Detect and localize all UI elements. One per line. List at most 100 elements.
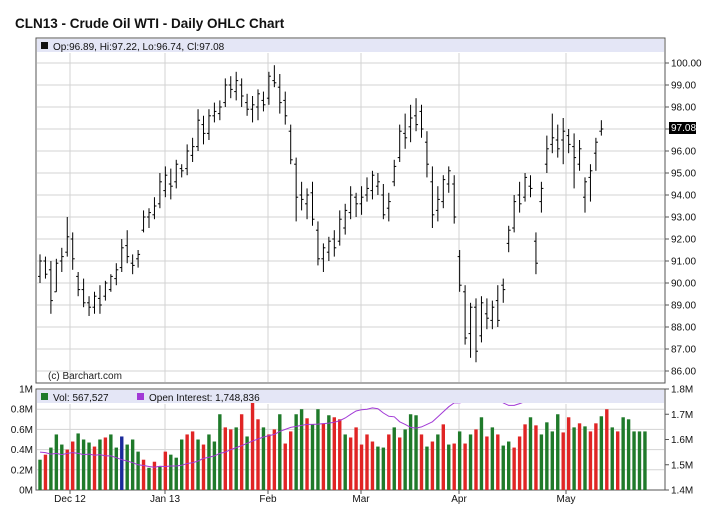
x-tick-label: Jan 13 xyxy=(150,494,180,505)
ohlc-bar xyxy=(397,124,402,162)
ohlc-bar xyxy=(119,239,124,272)
ohlc-bar xyxy=(283,91,288,125)
ohlc-bar xyxy=(375,173,380,195)
volume-bar xyxy=(190,431,195,490)
oi-tick-label: 1.8M xyxy=(671,385,693,396)
ohlc-bar xyxy=(424,131,429,178)
oi-tick-label: 1.4M xyxy=(671,486,693,497)
ohlc-bar xyxy=(359,186,364,215)
x-tick-label: Feb xyxy=(259,494,277,505)
volume-bar xyxy=(114,447,118,490)
ohlc-bar xyxy=(272,65,277,88)
volume-bar xyxy=(599,416,604,490)
ohlc-bar xyxy=(310,181,315,226)
ohlc-bar xyxy=(245,93,250,116)
volume-bar xyxy=(588,431,593,490)
ohlc-bar xyxy=(326,236,331,261)
open-interest-swatch xyxy=(137,393,144,400)
ohlc-bar xyxy=(495,285,500,327)
ohlc-bar xyxy=(512,195,517,233)
ohlc-bar xyxy=(266,71,271,105)
volume-bar xyxy=(310,424,315,490)
ohlc-bar xyxy=(141,210,146,233)
info-band xyxy=(37,39,664,52)
volume-bar xyxy=(370,441,375,490)
volume-bar xyxy=(436,434,440,490)
ohlc-bar xyxy=(348,186,353,220)
volume-bar xyxy=(348,437,353,490)
volume-tick-label: 0M xyxy=(19,486,33,497)
ohlc-bar xyxy=(452,175,457,224)
ohlc-bar xyxy=(408,104,413,143)
ohlc-bar xyxy=(561,118,566,165)
ohlc-bar xyxy=(228,76,233,99)
volume-bar xyxy=(49,447,53,490)
volume-bar xyxy=(496,434,500,490)
volume-bar xyxy=(474,429,478,490)
ohlc-bar xyxy=(125,230,130,264)
volume-bar xyxy=(316,409,320,490)
volume-bar xyxy=(239,414,244,490)
volume-bar xyxy=(305,418,309,490)
volume-bar xyxy=(594,423,598,490)
ohlc-bar xyxy=(315,221,320,266)
volume-bar xyxy=(610,427,614,490)
ohlc-bar xyxy=(65,217,70,257)
ohlc-bar xyxy=(261,91,266,112)
ohlc-bar xyxy=(577,140,582,171)
ohlc-bar xyxy=(174,159,179,189)
price-tick-label: 92.00 xyxy=(671,235,696,246)
volume-bar xyxy=(463,443,467,490)
volume-bar xyxy=(158,466,162,490)
ohlc-bar xyxy=(370,170,375,200)
ohlc-bar xyxy=(108,274,113,292)
ohlc-bar xyxy=(430,166,435,228)
volume-bar xyxy=(501,445,505,490)
ohlc-bar xyxy=(43,256,48,279)
last-price-marker: 97.08 xyxy=(669,122,696,134)
volume-bar xyxy=(60,444,64,490)
volume-bar xyxy=(425,446,429,490)
ohlc-bar xyxy=(517,181,522,213)
volume-bar xyxy=(234,427,238,490)
volume-bar xyxy=(229,429,233,490)
ohlc-bar xyxy=(354,192,359,217)
ohlc-bar xyxy=(201,115,206,145)
volume-bar xyxy=(321,423,326,490)
volume-bar xyxy=(616,431,620,490)
volume-bar xyxy=(359,444,364,490)
ohlc-bar xyxy=(48,261,53,314)
volume-bar xyxy=(534,425,538,490)
ohlc-bar xyxy=(54,258,59,293)
volume-bar xyxy=(130,439,135,490)
ohlc-bar xyxy=(114,263,119,286)
volume-bar xyxy=(294,414,298,490)
volume-bar xyxy=(125,444,129,490)
ohlc-bar xyxy=(234,71,239,101)
volume-left-axis: 1M 0.8M 0.6M 0.4M 0.2M 0M xyxy=(11,385,33,497)
volume-bar xyxy=(343,434,347,490)
price-tick-label: 96.00 xyxy=(671,147,696,158)
ohlc-bar xyxy=(250,96,255,123)
volume-swatch xyxy=(41,393,48,400)
volume-bar xyxy=(387,434,391,490)
volume-bar xyxy=(332,417,336,490)
ohlc-bar xyxy=(528,175,533,198)
price-bars xyxy=(38,65,604,363)
volume-tick-label: 1M xyxy=(19,385,33,396)
ohlc-bar xyxy=(332,230,337,257)
volume-bar xyxy=(180,439,184,490)
ohlc-bar xyxy=(239,78,244,107)
ohlc-bar xyxy=(588,164,593,202)
volume-bar xyxy=(490,427,495,490)
volume-bar xyxy=(430,441,435,490)
volume-bar xyxy=(43,454,48,490)
volume-bar xyxy=(299,409,304,490)
volume-bar xyxy=(632,431,636,490)
volume-bar xyxy=(561,432,565,490)
volume-bar xyxy=(621,417,625,490)
ohlc-bar xyxy=(506,225,511,253)
volume-tick-label: 0.6M xyxy=(11,425,33,436)
ohlc-bar xyxy=(550,113,555,154)
volume-bar xyxy=(218,414,222,490)
